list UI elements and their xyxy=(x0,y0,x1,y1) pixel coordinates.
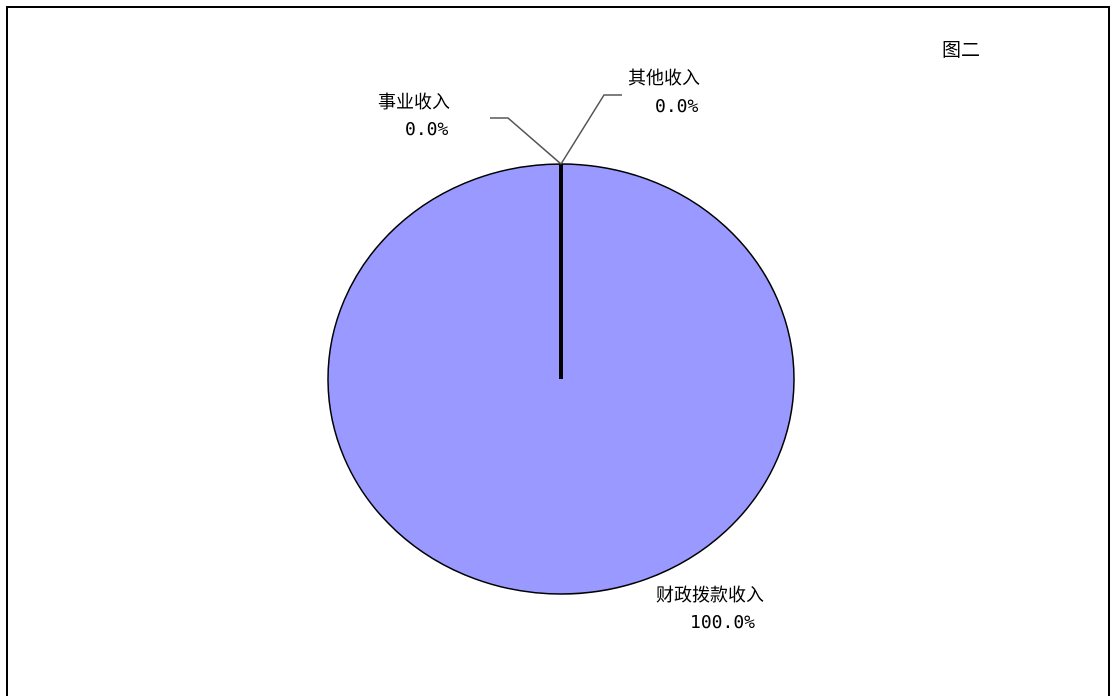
leader-line-shiye xyxy=(490,117,562,165)
slice-label-qita: 其他收入 xyxy=(628,68,700,89)
slice-percent-qita: 0.0% xyxy=(655,96,699,117)
pie-slices xyxy=(327,163,795,595)
slice-label-shiye: 事业收入 xyxy=(378,92,450,113)
slice-percent-caizheng: 100.0% xyxy=(690,612,755,633)
leader-line-qita xyxy=(560,94,622,165)
slice-percent-shiye: 0.0% xyxy=(405,119,449,140)
slice-label-caizheng: 财政拨款收入 xyxy=(656,585,764,606)
chart-title: 图二 xyxy=(942,39,980,61)
leader-lines xyxy=(490,94,622,165)
